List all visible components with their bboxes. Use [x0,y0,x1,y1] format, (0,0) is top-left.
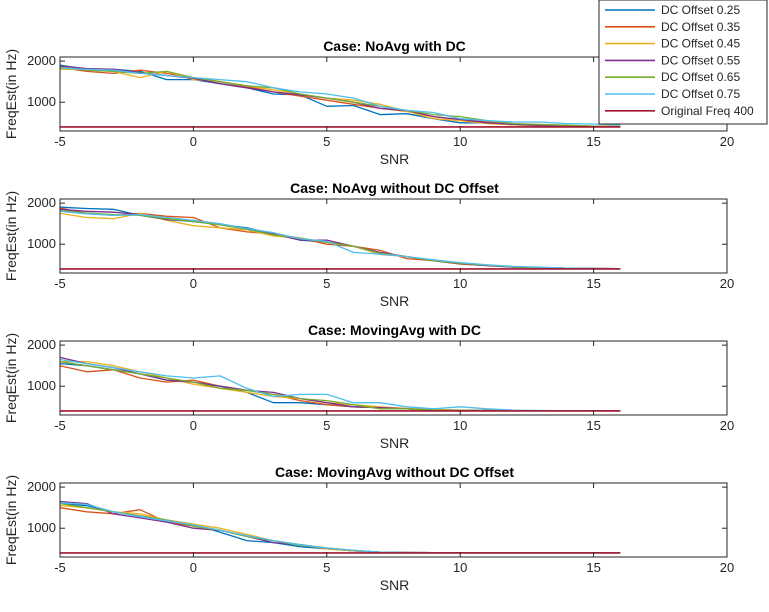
x-axis-label: SNR [380,151,410,167]
x-tick-label: 0 [190,560,197,575]
chart-title: Case: NoAvg with DC [323,38,466,54]
axes-box [59,482,728,558]
series-group [59,500,621,554]
x-tick-label: 10 [453,276,467,291]
plot-area [60,341,727,415]
legend: DC Offset 0.25 DC Offset 0.35 DC Offset 0.… [598,0,768,125]
x-axis-label: SNR [380,577,410,593]
chart-title: Case: NoAvg without DC Offset [290,180,499,196]
subplot-4: -5 0 5 10 15 20 1000 2000 Case: MovingAvg withou… [3,464,734,593]
x-tick-label: 5 [323,418,330,433]
series-group [59,356,621,412]
x-tick-label: 20 [720,276,734,291]
legend-entry-5: DC Offset 0.65 [661,70,740,84]
y-axis-label: FreqEst(in Hz) [3,475,19,565]
x-tick-label: 0 [190,276,197,291]
y-tick-label: 2000 [27,479,56,494]
subplot-3: -5 0 5 10 15 20 1000 2000 Case: MovingAvg with D… [3,322,734,451]
series-line-6 [59,210,621,270]
series-group [59,64,621,128]
x-axis-label: SNR [380,293,410,309]
y-tick-label: 1000 [27,378,56,393]
x-tick-label: 0 [190,134,197,149]
axes-box [59,340,728,416]
plot-area [60,199,727,273]
axes-box [59,198,728,274]
plot-area [60,483,727,557]
x-tick-label: -5 [54,134,66,149]
x-tick-label: 10 [453,134,467,149]
legend-entry-6: DC Offset 0.75 [661,87,740,101]
x-tick-label: 15 [586,560,600,575]
y-tick-label: 2000 [27,195,56,210]
chart-title: Case: MovingAvg with DC [308,322,481,338]
legend-box [598,0,768,125]
x-tick-label: 15 [586,418,600,433]
y-tick-label: 2000 [27,53,56,68]
y-tick-label: 1000 [27,236,56,251]
y-axis-label: FreqEst(in Hz) [3,191,19,281]
legend-entry-3: DC Offset 0.45 [661,37,740,51]
x-axis-label: SNR [380,435,410,451]
y-tick-label: 1000 [27,94,56,109]
series-group [59,206,621,270]
x-tick-label: 5 [323,560,330,575]
x-tick-label: 20 [720,418,734,433]
legend-entry-2: DC Offset 0.35 [661,20,740,34]
x-tick-label: 10 [453,418,467,433]
legend-entry-4: DC Offset 0.55 [661,53,740,67]
x-tick-label: 10 [453,560,467,575]
series-line-6 [59,67,621,126]
x-tick-label: 0 [190,418,197,433]
x-tick-label: 20 [720,560,734,575]
y-tick-label: 2000 [27,337,56,352]
y-axis-label: FreqEst(in Hz) [3,333,19,423]
x-tick-label: 5 [323,276,330,291]
x-tick-label: 15 [586,276,600,291]
y-axis-label: FreqEst(in Hz) [3,49,19,139]
series-line-5 [59,66,621,128]
legend-entry-1: DC Offset 0.25 [661,3,740,17]
x-tick-label: -5 [54,276,66,291]
x-tick-label: 5 [323,134,330,149]
x-tick-label: -5 [54,418,66,433]
x-tick-label: -5 [54,560,66,575]
y-tick-label: 1000 [27,520,56,535]
chart-title: Case: MovingAvg without DC Offset [275,464,514,480]
x-tick-label: 15 [586,134,600,149]
subplot-2: -5 0 5 10 15 20 1000 2000 Case: NoAvg without DC… [3,180,734,309]
x-tick-label: 20 [720,134,734,149]
legend-entry-7: Original Freq 400 [661,104,754,118]
